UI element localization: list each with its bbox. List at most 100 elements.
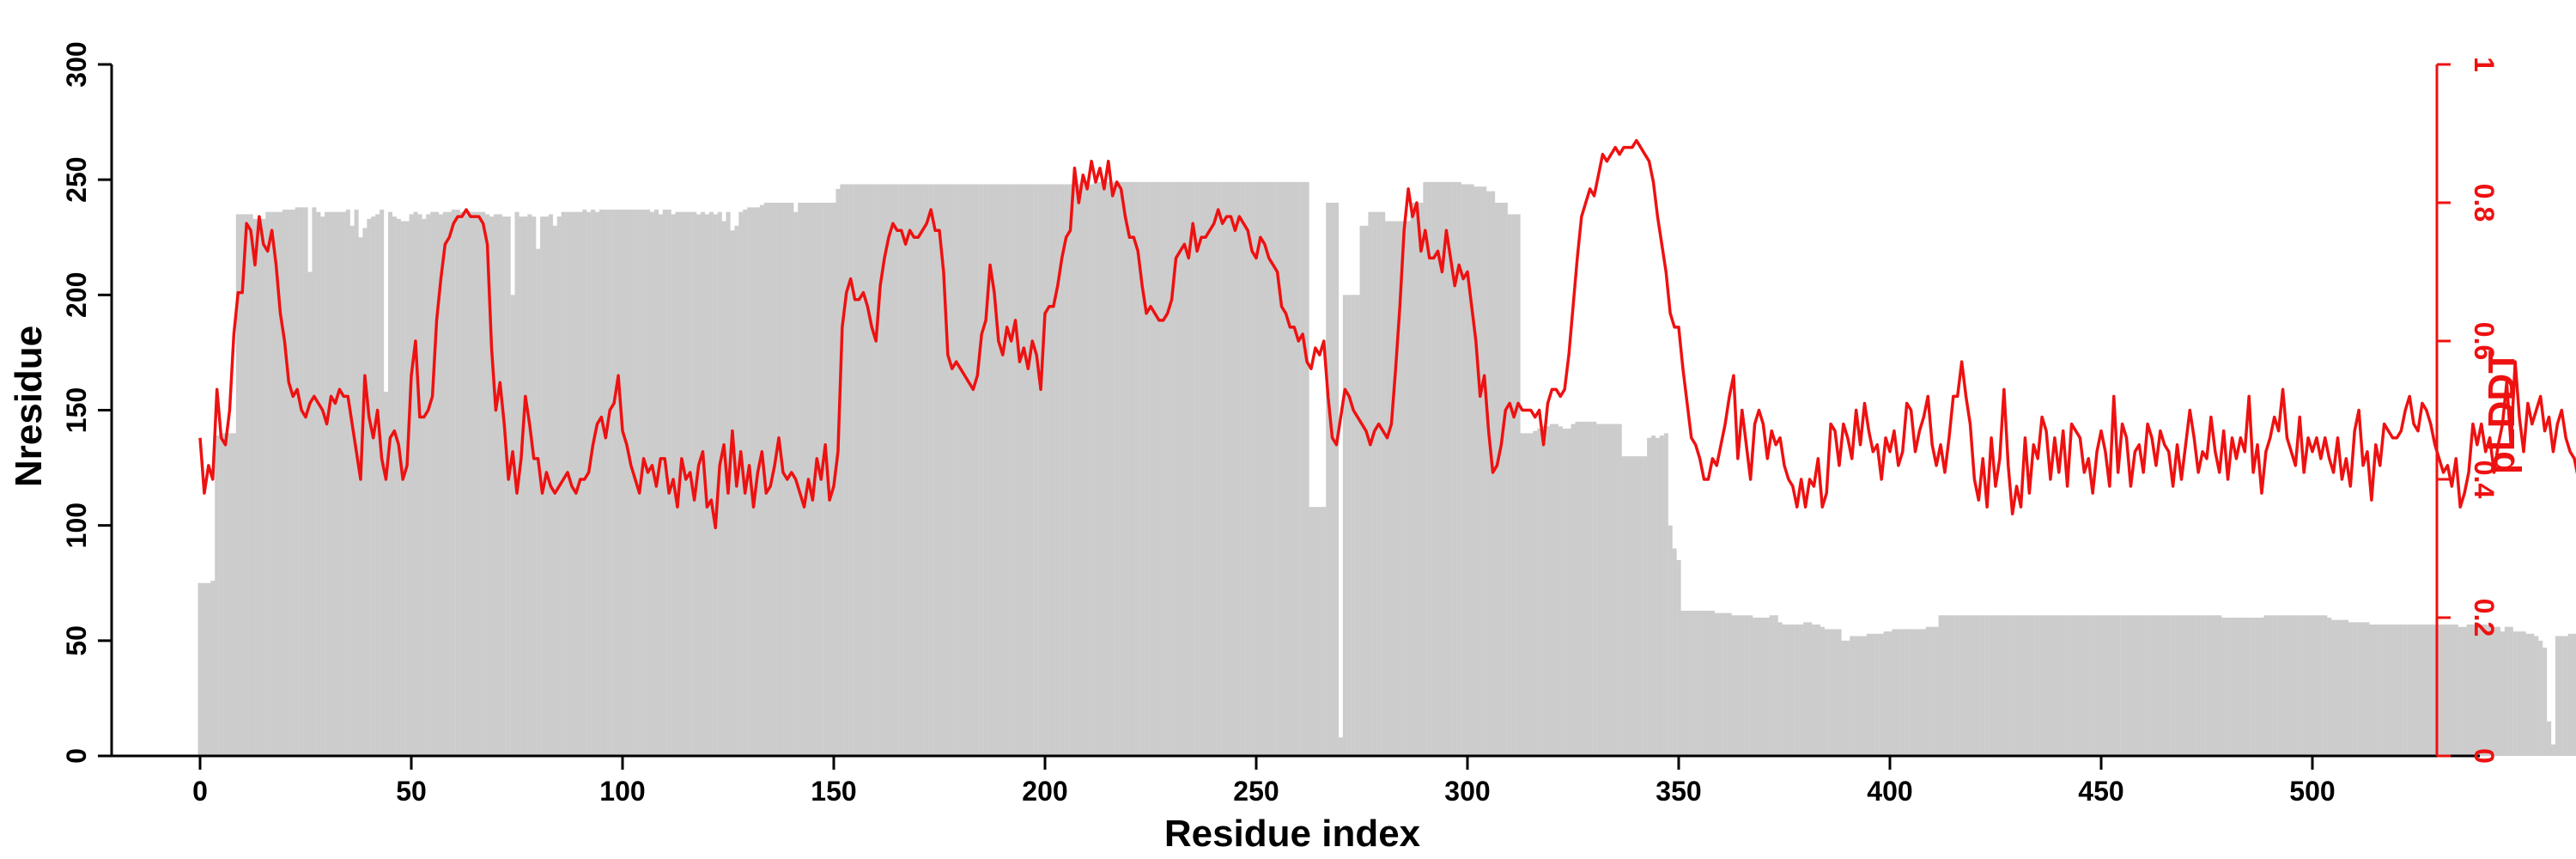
bar (2445, 624, 2451, 756)
y-left-tick-label: 50 (61, 625, 92, 656)
bar (1693, 610, 1698, 756)
bar (1735, 615, 1741, 756)
bar (1342, 295, 1347, 757)
bar (2382, 624, 2387, 756)
bar (1000, 184, 1005, 756)
bar (772, 203, 777, 756)
bar (2534, 636, 2539, 756)
bar (2107, 615, 2112, 756)
bar (1135, 181, 1140, 757)
bar (1482, 186, 1487, 757)
bar (2196, 615, 2201, 756)
bar (1938, 615, 1943, 756)
bar (2504, 626, 2509, 756)
bar (1038, 184, 1043, 756)
bar (2145, 615, 2150, 756)
bar (1093, 181, 1098, 757)
bar (472, 211, 477, 757)
bar (417, 214, 422, 757)
bar (2479, 624, 2484, 756)
bar (1393, 221, 1398, 757)
bar (616, 210, 621, 757)
bar (409, 214, 414, 757)
bar (1030, 184, 1035, 756)
bar (1672, 548, 1677, 756)
bar (2116, 615, 2121, 756)
y-left-tick-label: 150 (61, 387, 92, 433)
bar (1397, 221, 1402, 757)
bar (1148, 181, 1153, 757)
bar (1964, 615, 1969, 756)
bar (1760, 618, 1766, 756)
bar (1009, 184, 1014, 756)
bar (2259, 618, 2264, 756)
bar (316, 211, 321, 757)
bar (501, 216, 507, 757)
bar (1546, 426, 1551, 756)
bar (975, 184, 980, 756)
bar (1262, 181, 1267, 757)
bar (2343, 619, 2348, 756)
bar (1013, 184, 1018, 756)
bar (1381, 211, 1386, 757)
bar (1025, 184, 1030, 756)
bar (337, 211, 342, 757)
bar (1326, 203, 1331, 756)
bar (2132, 615, 2137, 756)
bar (2530, 633, 2535, 756)
bar (1892, 629, 1897, 756)
bar (2567, 633, 2573, 756)
bar (1828, 629, 1833, 756)
bar (1841, 640, 1846, 756)
bar (1659, 436, 1664, 756)
bar (983, 184, 988, 756)
bar (1663, 433, 1668, 756)
bar (468, 211, 473, 757)
bar (430, 211, 435, 757)
bar (561, 211, 566, 757)
bar (2288, 615, 2294, 756)
bar (231, 433, 236, 756)
bar (1558, 426, 1563, 756)
line-layer (198, 138, 2576, 530)
bar (2006, 615, 2011, 756)
bar (2428, 624, 2433, 756)
bar (1174, 181, 1179, 757)
bar (1740, 615, 1745, 756)
bar (1216, 181, 1221, 757)
bar (1364, 225, 1369, 757)
bar (1689, 610, 1694, 756)
bar (2323, 615, 2328, 756)
bar (2508, 626, 2513, 756)
bar (248, 214, 253, 757)
bar (447, 211, 452, 757)
bar (890, 184, 896, 756)
bar (367, 218, 372, 756)
bar (1139, 181, 1145, 757)
bar (1934, 626, 1939, 756)
bar (2255, 618, 2260, 756)
bar (1533, 430, 1538, 756)
bar (1541, 426, 1546, 756)
bar (1824, 629, 1829, 756)
bar (299, 207, 304, 756)
bar (2213, 615, 2218, 756)
bar (2563, 636, 2568, 756)
bar (2336, 619, 2341, 756)
bar (362, 228, 368, 756)
bar (341, 211, 346, 757)
bar (2141, 615, 2146, 756)
bar (903, 184, 908, 756)
bar (1401, 221, 1406, 757)
bar (1018, 184, 1023, 756)
bar (2094, 615, 2099, 756)
bar (1047, 184, 1052, 756)
bar (730, 230, 735, 756)
bar (2251, 618, 2256, 756)
bar (915, 184, 921, 756)
bar (1232, 181, 1238, 757)
bar (1224, 181, 1230, 757)
bar (1080, 184, 1085, 756)
bar (2052, 615, 2057, 756)
bar (2200, 615, 2205, 756)
